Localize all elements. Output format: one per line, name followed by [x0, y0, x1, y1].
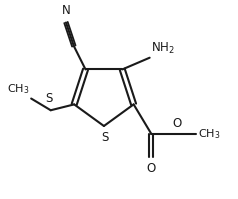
Text: N: N [62, 4, 70, 17]
Text: NH$_2$: NH$_2$ [151, 41, 174, 56]
Text: S: S [101, 131, 109, 144]
Text: O: O [147, 162, 156, 175]
Text: CH$_3$: CH$_3$ [7, 82, 29, 96]
Text: S: S [45, 92, 52, 105]
Text: CH$_3$: CH$_3$ [198, 127, 221, 141]
Text: O: O [172, 117, 181, 130]
